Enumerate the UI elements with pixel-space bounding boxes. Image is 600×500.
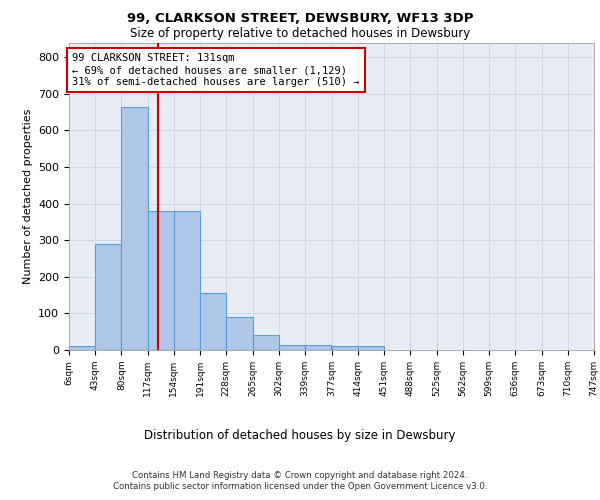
Bar bbox=[200, 294, 226, 350]
Bar bbox=[148, 211, 174, 350]
Y-axis label: Number of detached properties: Number of detached properties bbox=[23, 108, 32, 284]
Bar bbox=[279, 344, 305, 350]
Bar bbox=[358, 346, 384, 350]
Bar bbox=[305, 344, 331, 350]
Text: Distribution of detached houses by size in Dewsbury: Distribution of detached houses by size … bbox=[144, 430, 456, 442]
Text: 99, CLARKSON STREET, DEWSBURY, WF13 3DP: 99, CLARKSON STREET, DEWSBURY, WF13 3DP bbox=[127, 12, 473, 26]
Text: Contains HM Land Registry data © Crown copyright and database right 2024.: Contains HM Land Registry data © Crown c… bbox=[132, 471, 468, 480]
Bar bbox=[69, 346, 95, 350]
Bar bbox=[253, 336, 279, 350]
Text: 99 CLARKSON STREET: 131sqm
← 69% of detached houses are smaller (1,129)
31% of s: 99 CLARKSON STREET: 131sqm ← 69% of deta… bbox=[72, 54, 359, 86]
Text: Contains public sector information licensed under the Open Government Licence v3: Contains public sector information licen… bbox=[113, 482, 487, 491]
Bar bbox=[95, 244, 121, 350]
Bar bbox=[121, 106, 148, 350]
Bar bbox=[174, 211, 200, 350]
Bar bbox=[332, 346, 358, 350]
Bar bbox=[226, 317, 253, 350]
Text: Size of property relative to detached houses in Dewsbury: Size of property relative to detached ho… bbox=[130, 28, 470, 40]
